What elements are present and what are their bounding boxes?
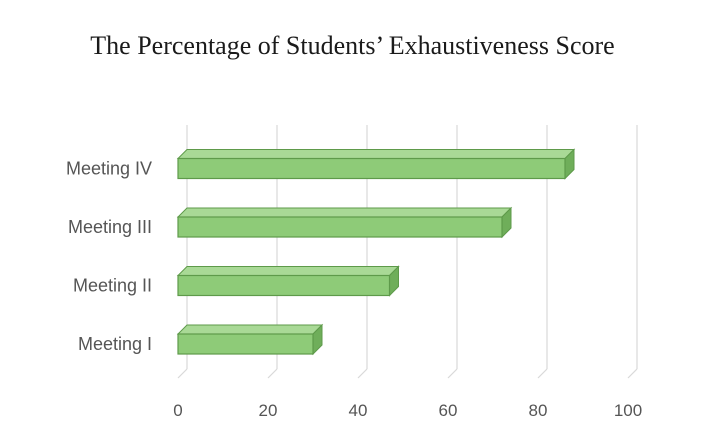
bar-top-face bbox=[176, 149, 576, 159]
chart-title: The Percentage of Students’ Exhaustivene… bbox=[90, 31, 615, 60]
gridline-floor bbox=[537, 368, 548, 379]
gridline-floor bbox=[267, 368, 278, 379]
x-tick-label: 40 bbox=[349, 401, 368, 420]
bar bbox=[177, 333, 314, 355]
x-tick-label: 0 bbox=[173, 401, 182, 420]
gridline-floor bbox=[627, 368, 638, 379]
y-category-label: Meeting IV bbox=[66, 159, 152, 179]
bar bbox=[177, 157, 566, 180]
bar bbox=[177, 216, 503, 238]
x-tick-label: 20 bbox=[259, 401, 278, 420]
y-category-label: Meeting III bbox=[68, 217, 152, 237]
y-category-label: Meeting II bbox=[73, 276, 152, 296]
gridline-floor bbox=[177, 368, 188, 379]
gridline-floor bbox=[447, 368, 458, 379]
x-tick-label: 100 bbox=[614, 401, 642, 420]
x-tick-label: 80 bbox=[529, 401, 548, 420]
bar-top-face bbox=[176, 324, 324, 335]
bar-top-face bbox=[176, 207, 513, 218]
y-category-label: Meeting I bbox=[78, 334, 152, 354]
x-tick-label: 60 bbox=[439, 401, 458, 420]
gridline-floor bbox=[357, 368, 368, 379]
bar-top-face bbox=[176, 266, 400, 276]
bar bbox=[177, 274, 391, 297]
